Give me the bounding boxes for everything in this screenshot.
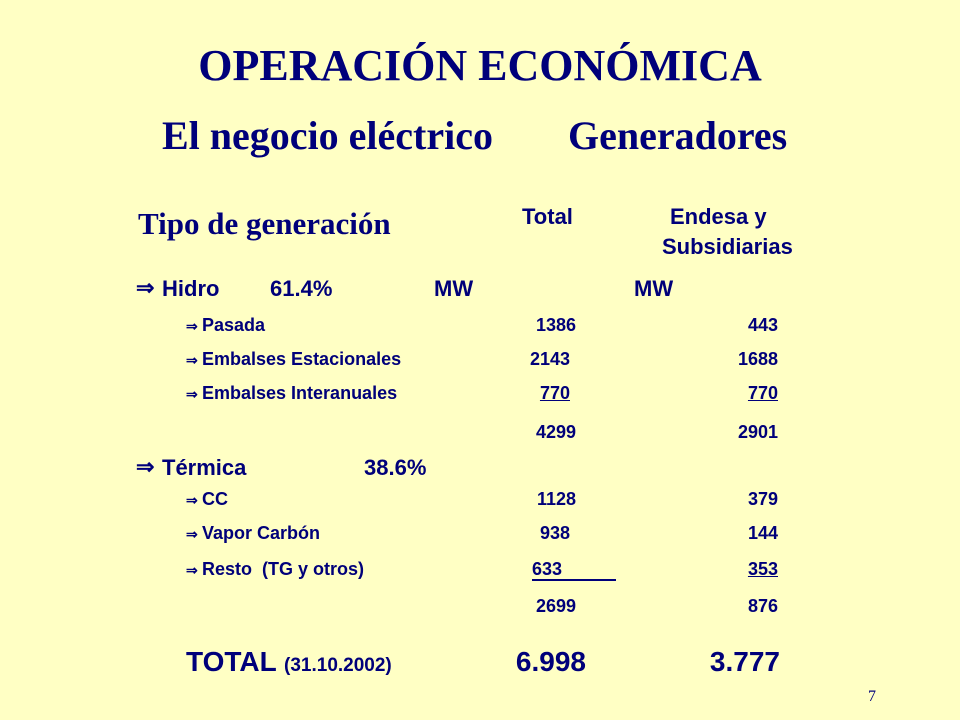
section-heading: Tipo de generación <box>138 206 391 241</box>
row-total: 1128 <box>536 489 576 509</box>
row-endesa: 443 <box>747 315 778 335</box>
row-endesa: 144 <box>747 523 778 543</box>
termica-subtotal-total: 2699 <box>535 596 576 616</box>
subtitle-left: El negocio eléctrico <box>162 113 493 158</box>
grand-total-endesa: 3.777 <box>709 646 780 677</box>
row-label: Resto (TG y otros) <box>202 559 365 579</box>
grand-total: 6.998 <box>515 646 586 677</box>
column-header-endesa-line2: Subsidiarias <box>662 234 793 259</box>
row-total: 938 <box>539 523 570 543</box>
column-header-total: Total <box>522 204 573 229</box>
arrow-icon: ⇒ <box>186 526 198 542</box>
row-endesa: 353 <box>747 559 778 579</box>
arrow-icon: ⇒ <box>186 318 198 334</box>
subtitle-right: Generadores <box>568 113 788 158</box>
hidro-subtotal-endesa: 2901 <box>737 422 778 442</box>
row-label: Embalses Estacionales <box>202 349 402 369</box>
row-endesa: 770 <box>747 383 778 403</box>
row-label: Embalses Interanuales <box>202 383 398 403</box>
total-row: TOTAL (31.10.2002) <box>186 646 392 678</box>
termica-subtotal-endesa: 876 <box>747 596 778 616</box>
arrow-icon: ⇒ <box>186 562 198 578</box>
row-label: CC <box>202 489 228 509</box>
hidro-subtotal-total: 4299 <box>535 422 576 442</box>
page-title: OPERACIÓN ECONÓMICA <box>198 41 762 90</box>
arrow-icon: ⇒ <box>186 352 198 368</box>
row-label: Vapor Carbón <box>202 523 321 543</box>
hidro-unit-endesa: MW <box>634 276 674 301</box>
row-total: 2143 <box>529 349 570 369</box>
arrow-icon: ⇒ <box>186 492 198 508</box>
hidro-label: Hidro <box>162 276 220 301</box>
underline-divider <box>532 579 616 581</box>
total-label: TOTAL <box>186 646 277 677</box>
termica-label: Térmica <box>162 455 247 480</box>
row-total: 1386 <box>535 315 576 335</box>
hidro-percent: 61.4% <box>270 276 333 301</box>
row-label: Pasada <box>202 315 266 335</box>
total-date: (31.10.2002) <box>284 655 392 676</box>
arrow-icon: ⇒ <box>186 386 198 402</box>
termica-percent: 38.6% <box>364 455 427 480</box>
row-total: 770 <box>539 383 570 403</box>
arrow-icon: ⇒ <box>136 454 155 479</box>
column-header-endesa-line1: Endesa y <box>670 204 767 229</box>
row-endesa: 379 <box>747 489 778 509</box>
hidro-unit-total: MW <box>434 276 474 301</box>
row-total: 633 <box>532 559 563 579</box>
row-endesa: 1688 <box>737 349 778 369</box>
arrow-icon: ⇒ <box>136 275 155 300</box>
page-number: 7 <box>868 688 876 705</box>
